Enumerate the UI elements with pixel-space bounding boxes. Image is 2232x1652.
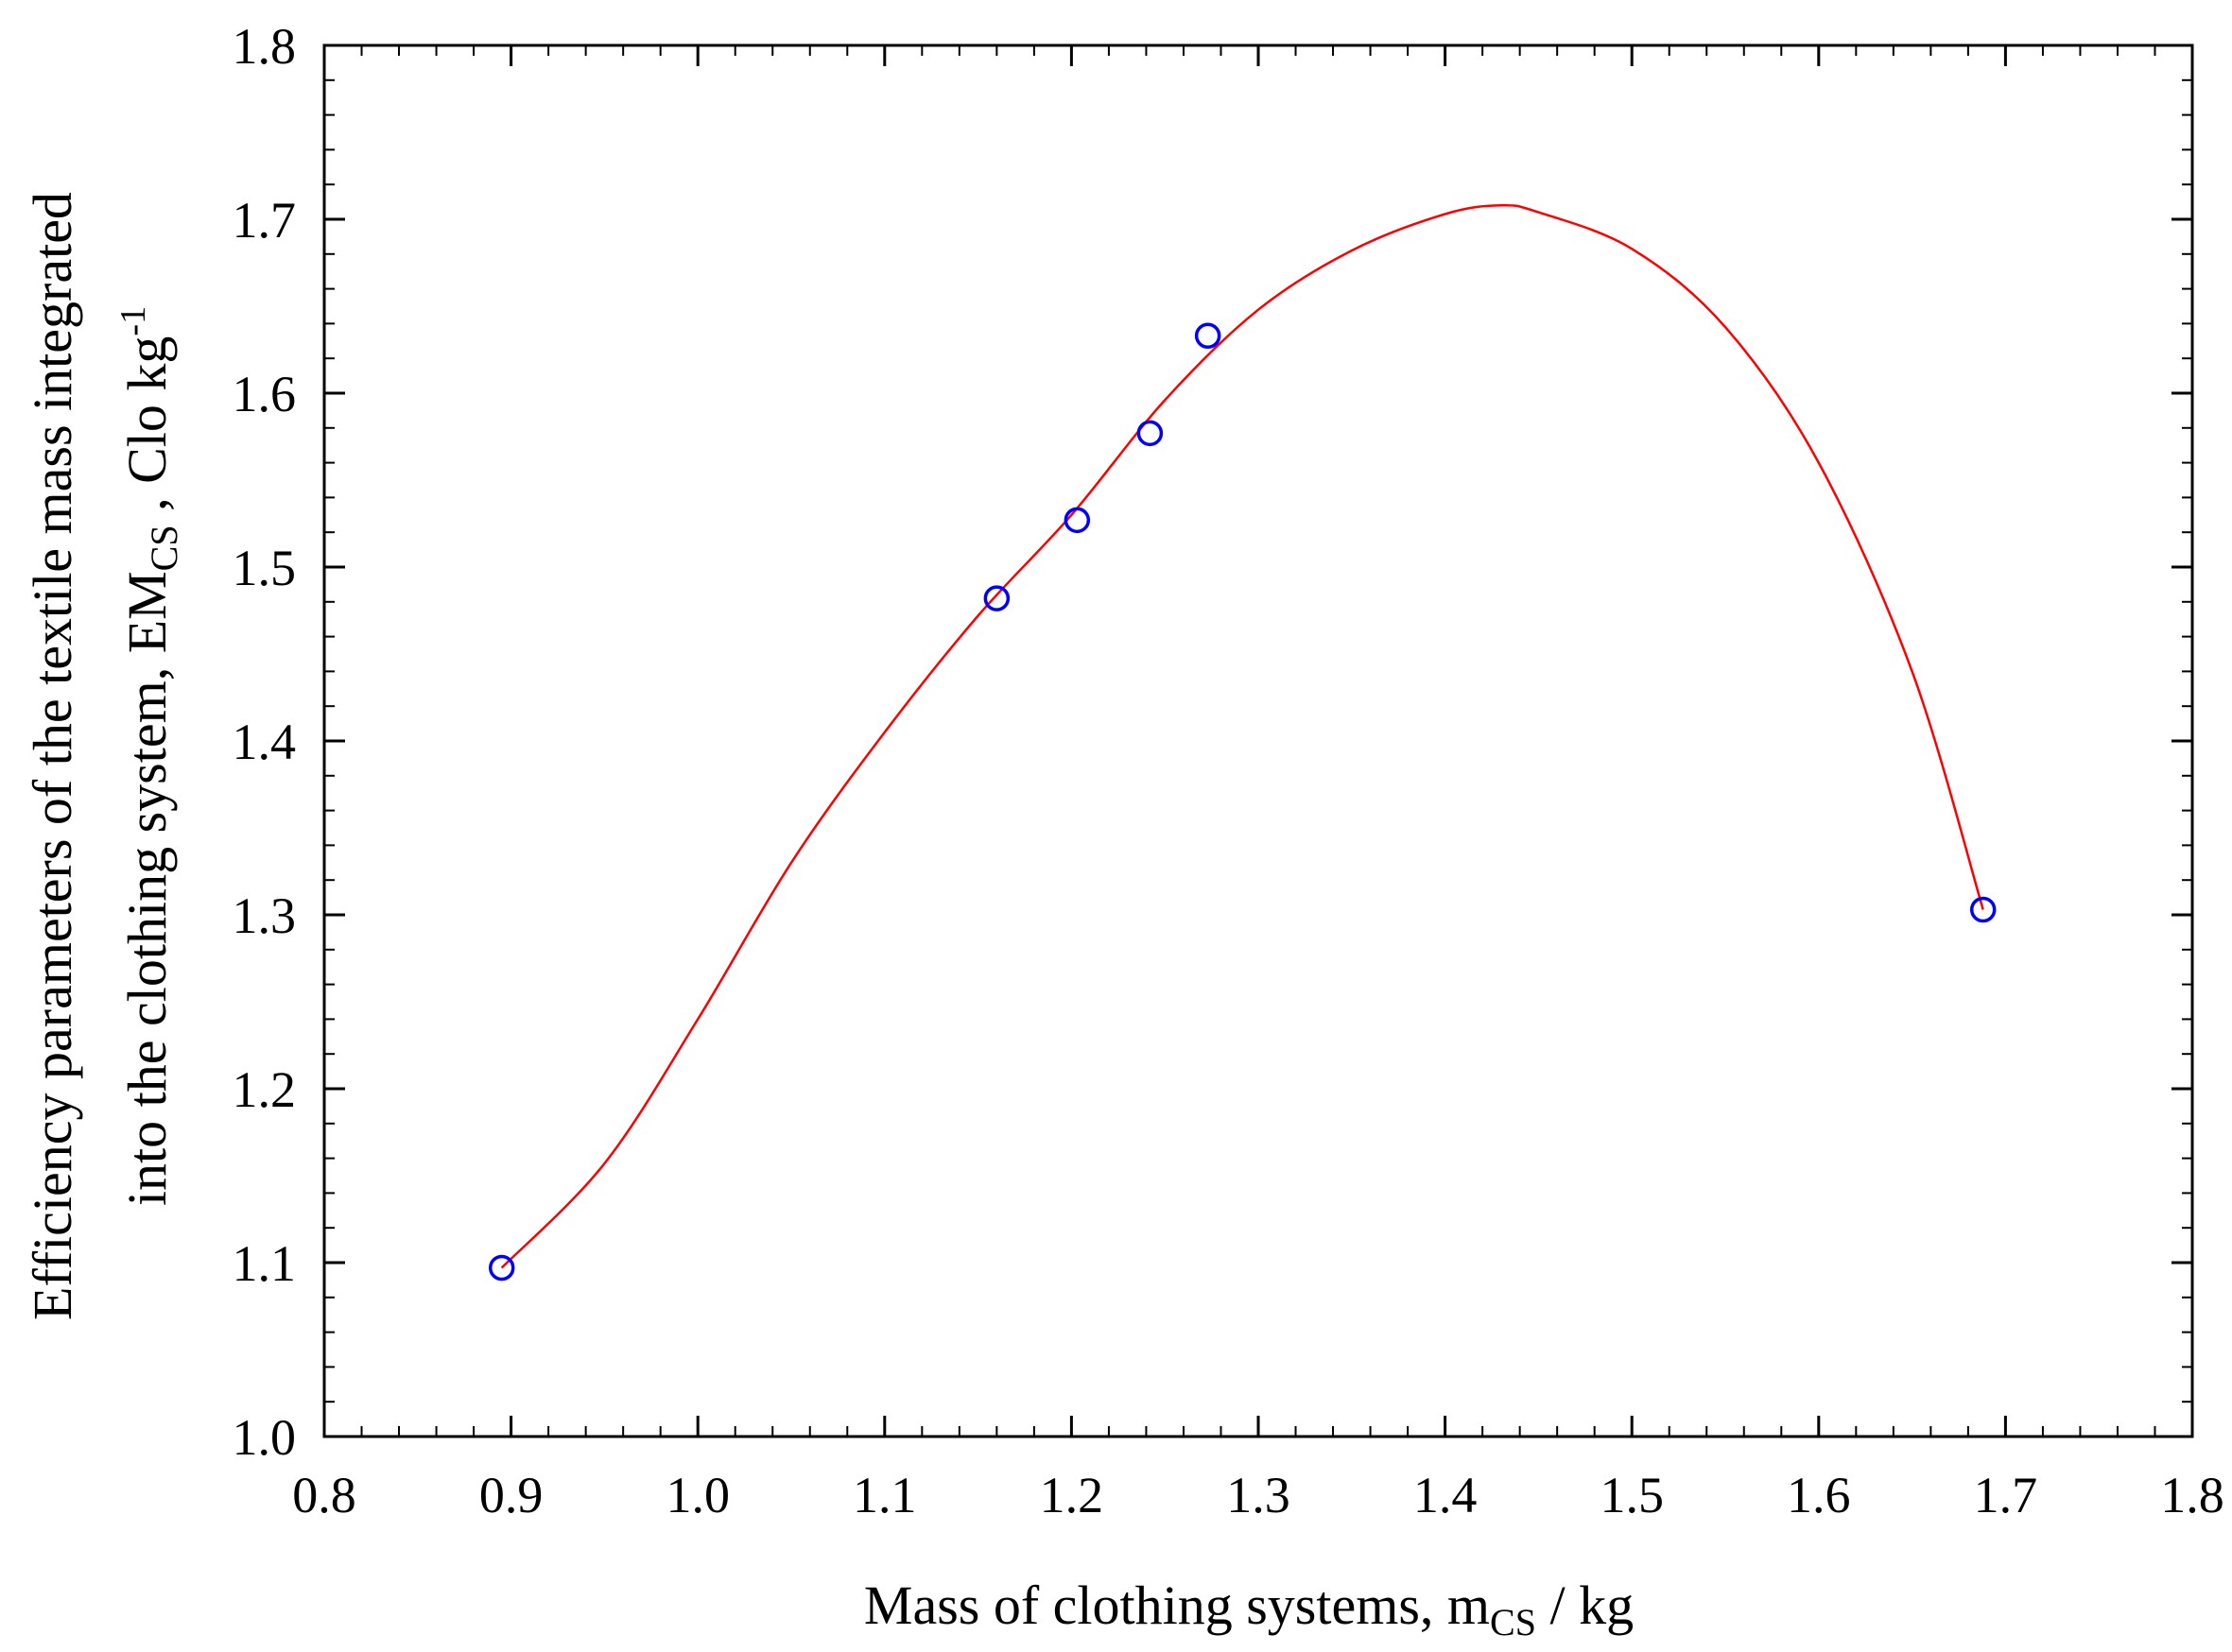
y-axis-title-line2-subscript: CS — [143, 525, 185, 571]
x-tick-label: 1.0 — [666, 1467, 730, 1523]
x-tick-label: 1.2 — [1040, 1467, 1104, 1523]
x-tick-label: 1.4 — [1413, 1467, 1478, 1523]
x-axis-title-suffix: / kg — [1536, 1575, 1634, 1636]
fitted-curve-line — [500, 203, 1984, 1269]
x-tick-label: 0.8 — [292, 1467, 356, 1523]
x-axis-title: Mass of clothing systems, mCS / kg — [864, 1575, 1634, 1643]
y-axis-title-line2-superscript: -1 — [113, 306, 153, 336]
x-axis-title-subscript: CS — [1490, 1601, 1536, 1643]
data-point — [983, 585, 1011, 611]
y-tick-label: 1.1 — [233, 1235, 297, 1292]
x-tick-label: 1.8 — [2160, 1467, 2224, 1523]
x-tick-label: 1.7 — [1974, 1467, 2038, 1523]
data-point — [488, 1254, 515, 1282]
y-tick-label: 1.3 — [233, 887, 297, 944]
y-axis-title-line2-suffix: , Clo kg — [116, 336, 178, 525]
x-axis-ticks — [322, 45, 2194, 1437]
y-tick-label: 1.0 — [233, 1409, 297, 1466]
x-axis-title-main: Mass of clothing systems, m — [864, 1575, 1490, 1636]
x-tick-label: 1.3 — [1226, 1467, 1290, 1523]
x-tick-label: 1.1 — [853, 1467, 917, 1523]
y-tick-label: 1.4 — [233, 714, 297, 770]
data-point — [1969, 896, 1997, 923]
y-tick-label: 1.5 — [233, 540, 297, 596]
data-point — [1136, 420, 1164, 447]
y-tick-label: 1.8 — [233, 18, 297, 75]
y-tick-label: 1.6 — [233, 366, 297, 422]
y-axis-ticks — [324, 43, 2192, 1438]
y-axis-tick-labels: 1.0 1.1 1.2 1.3 1.4 1.5 1.6 1.7 1.8 — [233, 18, 297, 1466]
y-axis-title-line2: into the clothing system, EMCS , Clo kg-… — [113, 306, 185, 1206]
data-point — [1194, 322, 1221, 350]
y-tick-label: 1.2 — [233, 1061, 297, 1118]
x-axis-tick-labels: 0.8 0.9 1.0 1.1 1.2 1.3 1.4 1.5 1.6 1.7 1.8 — [292, 1467, 2224, 1523]
y-tick-label: 1.7 — [233, 192, 297, 249]
x-tick-label: 0.9 — [479, 1467, 544, 1523]
y-axis-title-line1: Efficiency parameters of the textile mas… — [22, 192, 83, 1320]
data-points — [488, 322, 1997, 1282]
y-axis-title-line2-main: into the clothing system, EM — [116, 571, 178, 1206]
x-tick-label: 1.6 — [1787, 1467, 1851, 1523]
data-point — [1064, 507, 1091, 534]
x-tick-label: 1.5 — [1600, 1467, 1664, 1523]
